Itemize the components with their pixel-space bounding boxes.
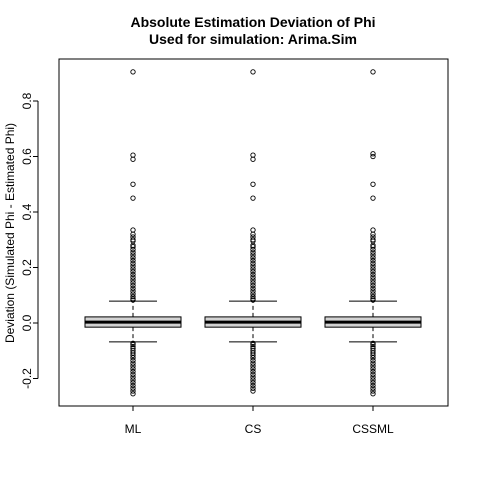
outlier-point (371, 182, 375, 186)
box-cs (205, 70, 301, 394)
outlier-point (251, 182, 255, 186)
y-tick-label: -0.2 (20, 368, 34, 389)
y-tick-label: 0.8 (20, 92, 34, 109)
outlier-point (131, 392, 135, 396)
outlier-point (371, 154, 375, 158)
outlier-point (371, 70, 375, 74)
box-cssml (325, 70, 421, 396)
outlier-point (131, 70, 135, 74)
y-tick-label: 0.4 (20, 203, 34, 220)
y-tick-label: 0.6 (20, 148, 34, 165)
box-ml (85, 70, 181, 396)
y-axis: -0.2 0.0 0.2 0.4 0.6 0.8 (20, 92, 38, 389)
outlier-point (251, 70, 255, 74)
outlier-point (251, 196, 255, 200)
x-tick-label: ML (125, 422, 142, 436)
y-tick-label: 0.0 (20, 314, 34, 331)
boxes (85, 70, 421, 396)
chart-title: Absolute Estimation Deviation of Phi (130, 14, 375, 30)
x-axis: ML CS CSSML (125, 406, 394, 436)
chart-subtitle: Used for simulation: Arima.Sim (149, 31, 357, 47)
y-axis-label: Deviation (Simulated Phi - Estimated Phi… (3, 123, 17, 343)
y-tick-label: 0.2 (20, 259, 34, 276)
outlier-point (371, 196, 375, 200)
x-tick-label: CS (245, 422, 262, 436)
outlier-point (371, 392, 375, 396)
outlier-point (131, 182, 135, 186)
x-tick-label: CSSML (352, 422, 394, 436)
outlier-point (131, 196, 135, 200)
outlier-point (251, 389, 255, 393)
